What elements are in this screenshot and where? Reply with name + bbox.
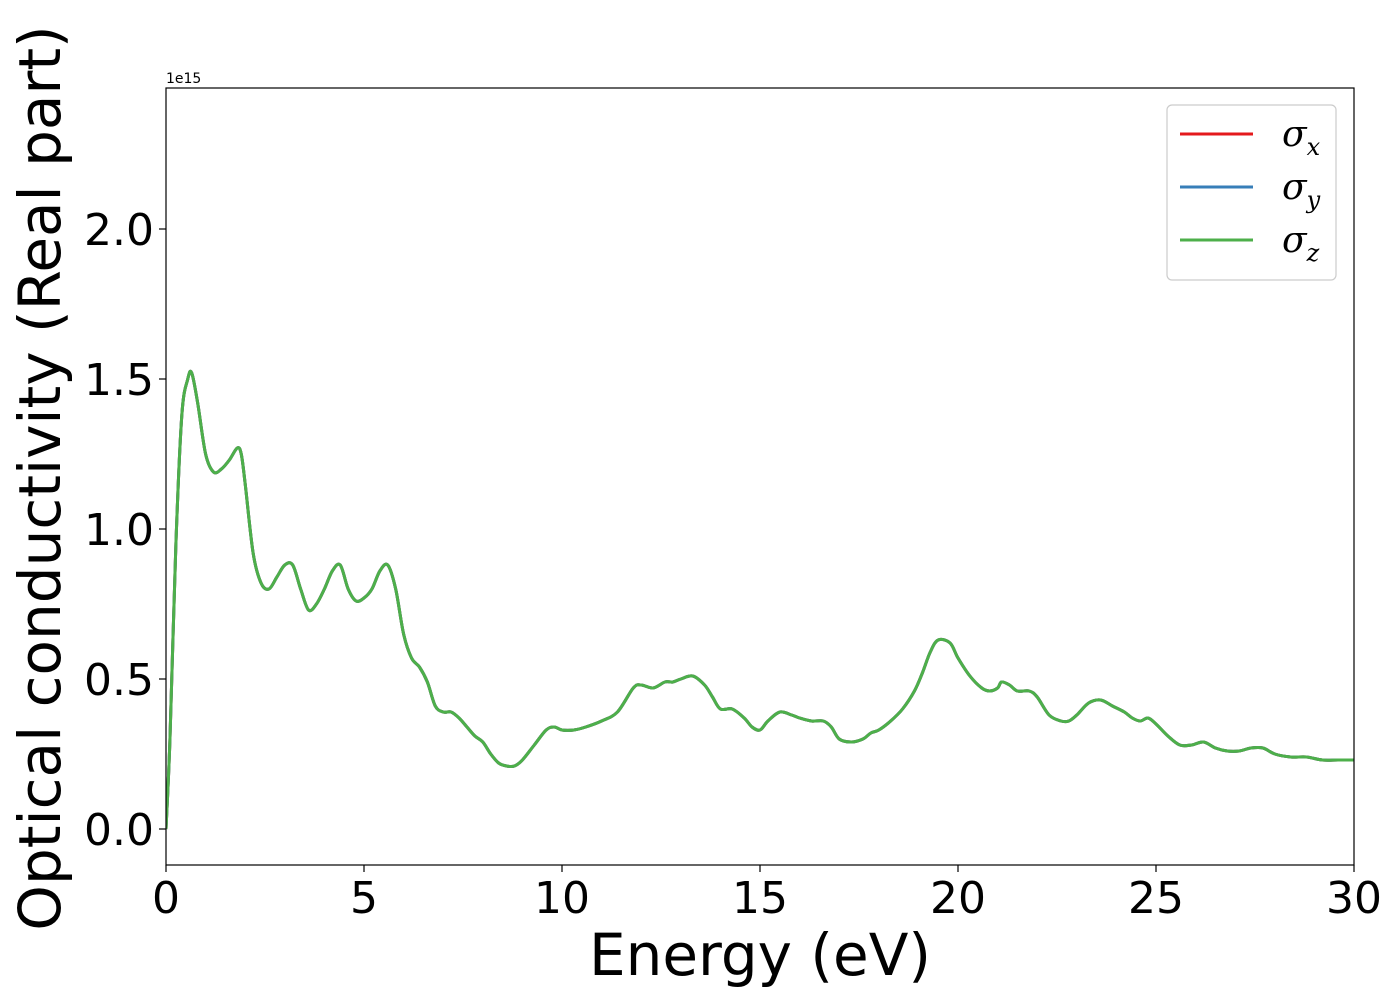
legend-box — [1166, 104, 1337, 281]
y-axis: 0.0 0.5 1.0 1.5 2.0 — [84, 205, 166, 856]
y-tick-label: 0.5 — [84, 655, 154, 706]
x-tick-label: 0 — [152, 873, 180, 924]
x-axis: 0 5 10 15 20 25 30 — [152, 865, 1382, 924]
legend: σx σy σz — [1166, 104, 1337, 281]
x-tick-label: 20 — [930, 873, 986, 924]
y-tick-label: 2.0 — [84, 205, 154, 256]
x-tick-label: 5 — [350, 873, 378, 924]
legend-label-y: σy — [1282, 167, 1321, 214]
y-offset-label: 1e15 — [166, 71, 201, 87]
series-layer — [166, 369, 1354, 830]
x-tick-label: 30 — [1326, 873, 1382, 924]
x-tick-label: 15 — [732, 873, 788, 924]
legend-label-x: σx — [1282, 114, 1321, 161]
x-tick-label: 25 — [1128, 873, 1184, 924]
series-line-z — [166, 369, 1354, 830]
x-axis-title: Energy (eV) — [589, 921, 931, 989]
x-tick-label: 10 — [534, 873, 590, 924]
legend-label-z: σz — [1282, 220, 1320, 267]
y-tick-label: 1.0 — [84, 505, 154, 556]
y-tick-label: 1.5 — [84, 355, 154, 406]
y-tick-label: 0.0 — [84, 805, 154, 856]
y-axis-title: Optical conductivity (Real part) — [6, 25, 74, 930]
